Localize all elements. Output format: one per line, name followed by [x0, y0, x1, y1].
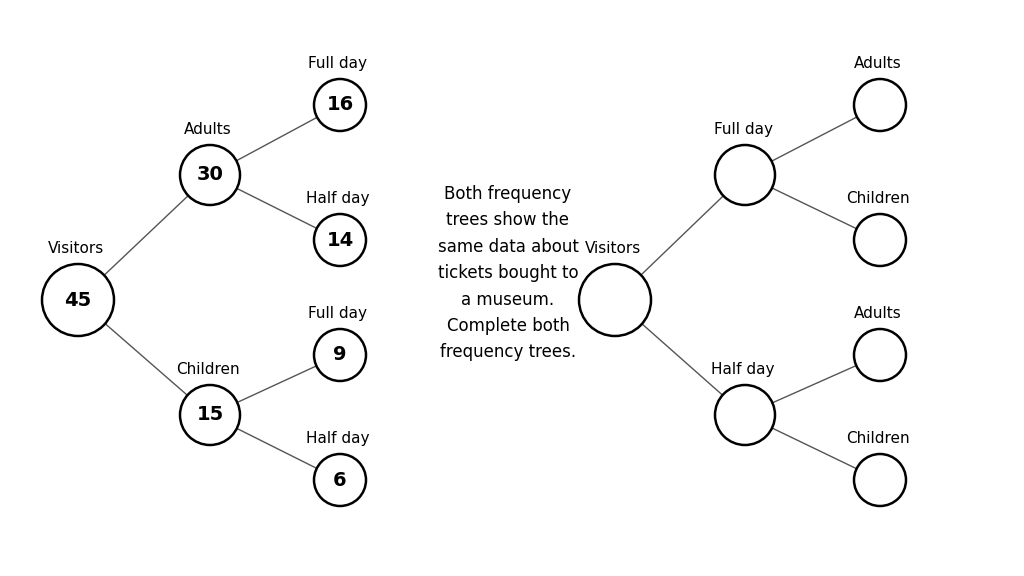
Circle shape [715, 385, 775, 445]
Text: Children: Children [846, 191, 909, 206]
Circle shape [579, 264, 651, 336]
Text: Visitors: Visitors [48, 241, 104, 256]
Circle shape [854, 454, 906, 506]
Text: Full day: Full day [714, 122, 772, 137]
Circle shape [715, 145, 775, 205]
Text: 16: 16 [327, 96, 353, 115]
Text: Half day: Half day [306, 431, 370, 446]
Text: 14: 14 [327, 230, 353, 249]
Text: Half day: Half day [712, 362, 775, 377]
Circle shape [42, 264, 114, 336]
Text: Half day: Half day [306, 191, 370, 206]
Text: Children: Children [846, 431, 909, 446]
Text: Visitors: Visitors [585, 241, 641, 256]
Text: Adults: Adults [854, 56, 902, 71]
Circle shape [854, 214, 906, 266]
Text: Full day: Full day [308, 306, 368, 321]
Text: 9: 9 [333, 346, 347, 365]
Circle shape [314, 454, 366, 506]
Text: 30: 30 [197, 165, 223, 184]
Circle shape [854, 79, 906, 131]
Text: Both frequency
trees show the
same data about
tickets bought to
a museum.
Comple: Both frequency trees show the same data … [437, 185, 579, 361]
Circle shape [854, 329, 906, 381]
Text: 45: 45 [65, 290, 91, 309]
Text: Full day: Full day [308, 56, 368, 71]
Text: Adults: Adults [854, 306, 902, 321]
Circle shape [180, 145, 240, 205]
Circle shape [314, 214, 366, 266]
Text: Children: Children [176, 362, 240, 377]
Circle shape [180, 385, 240, 445]
Text: 6: 6 [333, 471, 347, 490]
Circle shape [314, 329, 366, 381]
Text: 15: 15 [197, 406, 223, 425]
Text: Adults: Adults [184, 122, 231, 137]
Circle shape [314, 79, 366, 131]
